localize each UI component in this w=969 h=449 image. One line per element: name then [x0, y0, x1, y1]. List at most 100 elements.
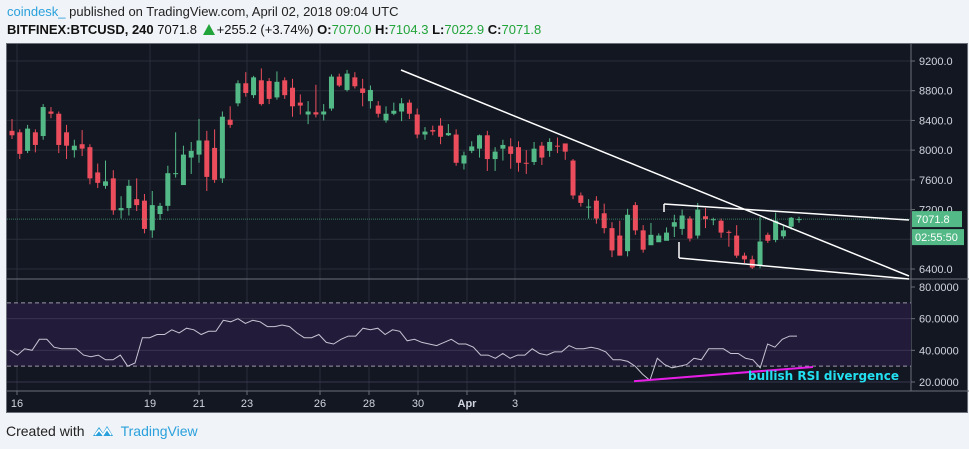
- candle-up: [321, 111, 327, 115]
- candlestick-chart[interactable]: bullish RSI divergence 9200.0 8800.0 8400.0…: [7, 44, 969, 414]
- candle-down: [290, 87, 296, 107]
- candle-down: [741, 255, 747, 260]
- low-value: 7022.9: [444, 22, 485, 37]
- candle-down: [297, 102, 303, 106]
- candle-up: [788, 217, 794, 227]
- candle-down: [64, 132, 70, 146]
- up-triangle-icon: [202, 24, 215, 35]
- rsi-axis-label: 20.0000: [919, 377, 959, 389]
- candle-down: [609, 228, 615, 251]
- candle-down: [110, 178, 116, 211]
- candle-down: [702, 216, 708, 220]
- candle-up: [422, 131, 428, 135]
- candle-up: [679, 215, 685, 229]
- candle-up: [648, 234, 654, 246]
- author-link[interactable]: coindesk_: [7, 4, 66, 19]
- candle-up: [391, 110, 397, 114]
- candle-down: [336, 76, 342, 86]
- high-label: H:: [374, 22, 389, 37]
- candle-down: [282, 80, 288, 96]
- time-axis-label: 19: [144, 398, 156, 410]
- candle-down: [352, 77, 358, 87]
- candle-down: [243, 83, 249, 93]
- candle-up: [757, 241, 763, 267]
- candle-up: [173, 173, 179, 175]
- candle-down: [601, 213, 607, 229]
- price-axis-label: 7600.0: [919, 175, 953, 187]
- candle-down: [134, 199, 140, 206]
- candle-down: [570, 160, 576, 196]
- open-value: 7070.0: [331, 22, 372, 37]
- candle-down: [87, 147, 93, 179]
- candle-down: [508, 146, 514, 154]
- candle-down: [414, 114, 420, 135]
- tradingview-link[interactable]: TradingView: [120, 423, 198, 439]
- divergence-line: [633, 365, 814, 383]
- candle-up: [477, 135, 483, 149]
- candle-up: [251, 77, 257, 96]
- candle-down: [562, 143, 568, 152]
- candle-up: [586, 206, 592, 208]
- candle-up: [196, 140, 202, 155]
- last-price-tag: [912, 211, 962, 228]
- candle-down: [515, 147, 521, 163]
- candle-up: [126, 185, 132, 209]
- candle-up: [625, 214, 631, 252]
- price-axis-label: 6400.0: [919, 264, 953, 276]
- high-value: 7104.3: [388, 22, 429, 37]
- rsi-line: [9, 318, 797, 382]
- candle-down: [578, 195, 584, 203]
- countdown-tag: [912, 229, 964, 246]
- publish-info: coindesk_ published on TradingView.com, …: [7, 4, 398, 19]
- candle-down: [687, 218, 693, 239]
- candle-up: [25, 128, 31, 151]
- candle-up: [305, 111, 311, 115]
- candle-up: [165, 173, 171, 206]
- candle-up: [188, 150, 194, 158]
- tradingview-logo-icon: [92, 426, 113, 437]
- candle-up: [328, 76, 334, 109]
- time-axis-label: 28: [363, 398, 375, 410]
- candle-up: [664, 232, 670, 241]
- close-value: 7071.8: [501, 22, 542, 37]
- candle-up: [71, 145, 77, 151]
- close-label: C:: [487, 22, 502, 37]
- time-axis-label: 3: [512, 398, 518, 410]
- candle-down: [227, 119, 233, 125]
- candle-down: [360, 88, 366, 93]
- price-axis-label: 9200.0: [919, 56, 953, 68]
- countdown-tag-text: 02:55:50: [915, 232, 958, 244]
- candle-up: [671, 222, 677, 227]
- candle-up: [531, 148, 537, 163]
- candle-down: [523, 162, 529, 164]
- candle-down: [430, 130, 436, 132]
- candle-up: [461, 155, 467, 164]
- candle-up: [40, 107, 46, 137]
- low-label: L:: [432, 22, 445, 37]
- candle-down: [765, 234, 771, 241]
- candle-up: [274, 81, 280, 98]
- candle-up: [103, 181, 109, 186]
- candle-up: [367, 89, 373, 102]
- chart-container[interactable]: bullish RSI divergence 9200.0 8800.0 8400.0…: [6, 43, 969, 414]
- time-axis-label: 30: [412, 398, 424, 410]
- candle-up: [180, 154, 186, 186]
- candle-up: [469, 146, 475, 151]
- candle-up: [235, 83, 241, 104]
- rsi-axis-label: 80.0000: [919, 282, 959, 294]
- candle-up: [219, 116, 225, 179]
- candle-down: [406, 102, 412, 114]
- candle-down: [593, 200, 599, 219]
- time-axis-label: 26: [314, 398, 326, 410]
- candle-up: [492, 151, 498, 160]
- candle-down: [212, 147, 218, 180]
- wedge-lower-line: [678, 257, 910, 280]
- candle-down: [726, 231, 732, 233]
- symbol-legend: BITFINEX:BTCUSD, 240 7071.8 +255.2 (+3.7…: [7, 22, 541, 37]
- candle-up: [149, 205, 155, 231]
- candle-down: [9, 130, 15, 136]
- candle-up: [118, 208, 124, 211]
- candle-down: [56, 113, 62, 145]
- candle-down: [749, 259, 755, 268]
- candle-up: [547, 141, 553, 151]
